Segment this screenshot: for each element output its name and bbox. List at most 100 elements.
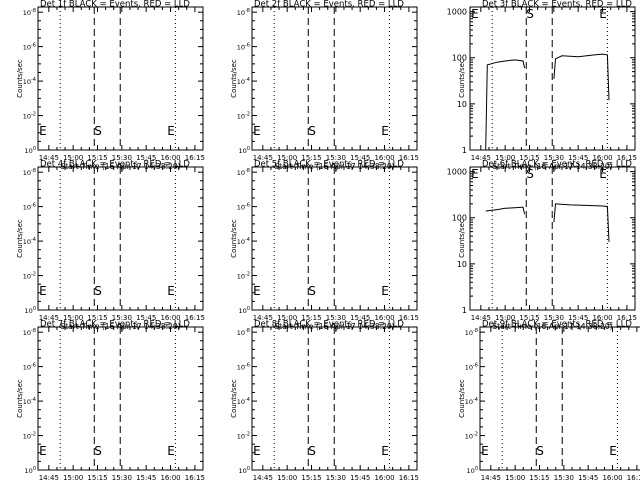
- panel-title: Det 9f BLACK = Events, RED = LLD: [482, 320, 632, 330]
- y-tick-label: 10-8: [237, 168, 250, 177]
- series-line-segment-1: [485, 206, 526, 215]
- y-tick-label: 1: [462, 146, 467, 155]
- x-tick-label: 16:15: [185, 154, 205, 162]
- marker-label: E: [381, 284, 389, 298]
- x-tick-label: 14:45: [471, 314, 491, 322]
- x-tick-label: 15:00: [277, 474, 297, 480]
- panel-title: Det 1f BLACK = Events, RED = LLD: [40, 0, 190, 10]
- y-tick-label: 10-6: [237, 203, 250, 212]
- y-tick-label: 1000: [447, 8, 467, 17]
- y-axis-title: Counts/sec: [230, 379, 238, 418]
- panel-title: Det 5f BLACK = Events, RED = LLD: [254, 160, 404, 170]
- marker-label: E: [167, 124, 175, 138]
- x-tick-label: 16:15: [185, 474, 205, 480]
- marker-label: S: [94, 444, 102, 458]
- marker-label: E: [39, 444, 47, 458]
- y-tick-label: 1000: [447, 168, 467, 177]
- marker-label: S: [536, 444, 544, 458]
- y-tick-label: 100: [467, 466, 478, 475]
- marker-label: E: [609, 444, 617, 458]
- x-tick-label: 15:15: [301, 154, 321, 162]
- x-tick-label: 16:00: [160, 474, 180, 480]
- detector-panel-3: Det 3f BLACK = Events, RED = LLD 1 10 100 10…: [447, 0, 637, 171]
- y-tick-label: 100: [239, 306, 250, 315]
- x-tick-label: 16:15: [617, 314, 637, 322]
- y-axis-title: Counts/sec: [458, 59, 466, 98]
- x-tick-label: 14:45: [39, 314, 59, 322]
- x-tick-label: 15:45: [350, 474, 370, 480]
- y-tick-label: 10-6: [23, 43, 36, 52]
- x-tick-label: 16:00: [602, 474, 622, 480]
- marker-label: S: [94, 124, 102, 138]
- y-axis-title: Counts/sec: [230, 219, 238, 258]
- x-tick-label: 16:00: [592, 154, 612, 162]
- x-tick-label: 16:00: [592, 314, 612, 322]
- x-tick-label: 16:00: [160, 314, 180, 322]
- x-tick-label: 15:00: [63, 474, 83, 480]
- marker-label: E: [39, 284, 47, 298]
- x-tick-label: 14:45: [39, 154, 59, 162]
- x-tick-label: 16:15: [399, 474, 419, 480]
- y-tick-label: 10: [457, 260, 467, 269]
- y-tick-label: 10-4: [465, 397, 478, 406]
- y-tick-label: 100: [239, 466, 250, 475]
- y-tick-label: 10-8: [23, 328, 36, 337]
- x-tick-label: 14:45: [471, 154, 491, 162]
- x-tick-label: 15:45: [136, 154, 156, 162]
- y-tick-label: 10-8: [237, 328, 250, 337]
- y-axis-title: Counts/sec: [458, 219, 466, 258]
- y-tick-label: 10-2: [237, 432, 250, 441]
- y-tick-label: 100: [452, 54, 467, 63]
- detector-panel-4: Det 4f BLACK = Events, RED = LLD 100 10-2 1…: [16, 160, 205, 332]
- y-tick-label: 10-6: [23, 363, 36, 372]
- marker-label: E: [253, 444, 261, 458]
- marker-label: E: [381, 124, 389, 138]
- marker-label: E: [167, 284, 175, 298]
- x-tick-label: 15:00: [277, 154, 297, 162]
- marker-label: S: [526, 167, 534, 181]
- marker-label: E: [253, 284, 261, 298]
- y-tick-label: 10-2: [237, 112, 250, 121]
- y-tick-label: 10-6: [237, 363, 250, 372]
- panel-title: Det 2f BLACK = Events, RED = LLD: [254, 0, 404, 10]
- y-tick-label: 10-4: [237, 397, 250, 406]
- x-tick-label: 15:45: [350, 154, 370, 162]
- panel-title: Det 4f BLACK = Events, RED = LLD: [40, 160, 190, 170]
- y-tick-label: 10-8: [23, 168, 36, 177]
- x-tick-label: 15:15: [87, 314, 107, 322]
- marker-label: E: [471, 7, 479, 21]
- x-tick-label: 15:00: [505, 474, 525, 480]
- series-line-segment-2: [553, 203, 610, 242]
- x-tick-label: 16:00: [160, 154, 180, 162]
- x-tick-label: 16:00: [374, 154, 394, 162]
- y-tick-label: 10-2: [465, 432, 478, 441]
- y-tick-label: 10-6: [465, 363, 478, 372]
- x-tick-label: 15:00: [63, 314, 83, 322]
- panel-title: Det 7f BLACK = Events, RED = LLD: [40, 320, 190, 330]
- y-axis-title: Counts/sec: [16, 219, 24, 258]
- x-tick-label: 14:45: [481, 474, 501, 480]
- y-tick-label: 100: [239, 146, 250, 155]
- detector-panel-6: Det 6f BLACK = Events, RED = LLD 1 10 100 10…: [447, 160, 637, 332]
- y-tick-label: 10-4: [23, 77, 36, 86]
- x-tick-label: 15:15: [87, 474, 107, 480]
- y-tick-label: 10-4: [23, 397, 36, 406]
- x-tick-label: 15:45: [136, 474, 156, 480]
- x-tick-label: 15:30: [326, 154, 346, 162]
- x-tick-label: 15:15: [519, 154, 539, 162]
- marker-label: S: [308, 444, 316, 458]
- detector-panel-7: Det 7f BLACK = Events, RED = LLD 100 10-2 1…: [16, 320, 205, 480]
- x-tick-label: 16:15: [617, 154, 637, 162]
- marker-label: E: [471, 167, 479, 181]
- marker-label: E: [167, 444, 175, 458]
- y-tick-label: 100: [25, 146, 36, 155]
- x-tick-label: 15:30: [554, 474, 574, 480]
- y-tick-label: 10-6: [23, 203, 36, 212]
- x-tick-label: 15:30: [544, 154, 564, 162]
- detector-panel-2: Det 2f BLACK = Events, RED = LLD 100 10-2 1…: [230, 0, 419, 171]
- x-tick-label: 15:15: [519, 314, 539, 322]
- marker-label: S: [526, 7, 534, 21]
- x-tick-label: 15:45: [568, 314, 588, 322]
- x-tick-label: 15:30: [544, 314, 564, 322]
